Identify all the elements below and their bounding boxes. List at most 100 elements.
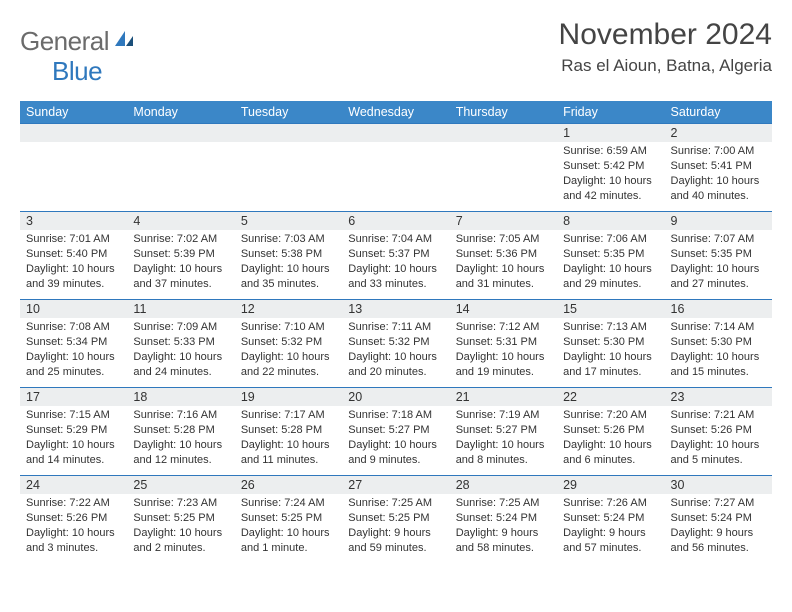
day-number: 30 <box>665 476 772 494</box>
day-number: 6 <box>342 212 449 230</box>
sunset-text: Sunset: 5:30 PM <box>563 335 658 350</box>
sunrise-text: Sunrise: 7:12 AM <box>456 320 551 335</box>
sunset-text: Sunset: 5:24 PM <box>671 511 766 526</box>
sunrise-text: Sunrise: 7:14 AM <box>671 320 766 335</box>
day-data: Sunrise: 7:27 AMSunset: 5:24 PMDaylight:… <box>665 494 772 559</box>
sunset-text: Sunset: 5:35 PM <box>563 247 658 262</box>
sunrise-text: Sunrise: 7:06 AM <box>563 232 658 247</box>
day-data: Sunrise: 7:24 AMSunset: 5:25 PMDaylight:… <box>235 494 342 559</box>
day-number: 28 <box>450 476 557 494</box>
sunrise-text: Sunrise: 7:20 AM <box>563 408 658 423</box>
sunrise-text: Sunrise: 7:11 AM <box>348 320 443 335</box>
sunset-text: Sunset: 5:31 PM <box>456 335 551 350</box>
logo-sail-icon <box>113 28 135 55</box>
day-data: Sunrise: 7:06 AMSunset: 5:35 PMDaylight:… <box>557 230 664 295</box>
day-number: 27 <box>342 476 449 494</box>
day-data: Sunrise: 7:00 AMSunset: 5:41 PMDaylight:… <box>665 142 772 207</box>
day-data: Sunrise: 7:15 AMSunset: 5:29 PMDaylight:… <box>20 406 127 471</box>
daylight-text: Daylight: 10 hours and 5 minutes. <box>671 438 766 468</box>
dayhead-thu: Thursday <box>450 101 557 124</box>
day-cell: 10Sunrise: 7:08 AMSunset: 5:34 PMDayligh… <box>20 300 127 388</box>
daylight-text: Daylight: 10 hours and 14 minutes. <box>26 438 121 468</box>
day-cell: 26Sunrise: 7:24 AMSunset: 5:25 PMDayligh… <box>235 476 342 564</box>
week-row: 1Sunrise: 6:59 AMSunset: 5:42 PMDaylight… <box>20 124 772 212</box>
day-cell: 27Sunrise: 7:25 AMSunset: 5:25 PMDayligh… <box>342 476 449 564</box>
day-cell: 15Sunrise: 7:13 AMSunset: 5:30 PMDayligh… <box>557 300 664 388</box>
dayhead-wed: Wednesday <box>342 101 449 124</box>
day-number: 5 <box>235 212 342 230</box>
day-cell: 12Sunrise: 7:10 AMSunset: 5:32 PMDayligh… <box>235 300 342 388</box>
sunrise-text: Sunrise: 7:05 AM <box>456 232 551 247</box>
sunset-text: Sunset: 5:32 PM <box>348 335 443 350</box>
daylight-text: Daylight: 10 hours and 3 minutes. <box>26 526 121 556</box>
dayhead-tue: Tuesday <box>235 101 342 124</box>
sunrise-text: Sunrise: 7:21 AM <box>671 408 766 423</box>
day-data: Sunrise: 7:20 AMSunset: 5:26 PMDaylight:… <box>557 406 664 471</box>
day-number: 16 <box>665 300 772 318</box>
sunset-text: Sunset: 5:37 PM <box>348 247 443 262</box>
day-cell: 19Sunrise: 7:17 AMSunset: 5:28 PMDayligh… <box>235 388 342 476</box>
day-number <box>20 124 127 142</box>
day-cell: 29Sunrise: 7:26 AMSunset: 5:24 PMDayligh… <box>557 476 664 564</box>
day-data: Sunrise: 7:26 AMSunset: 5:24 PMDaylight:… <box>557 494 664 559</box>
daylight-text: Daylight: 10 hours and 35 minutes. <box>241 262 336 292</box>
daylight-text: Daylight: 10 hours and 40 minutes. <box>671 174 766 204</box>
day-number: 22 <box>557 388 664 406</box>
sunset-text: Sunset: 5:35 PM <box>671 247 766 262</box>
day-number: 24 <box>20 476 127 494</box>
daylight-text: Daylight: 10 hours and 9 minutes. <box>348 438 443 468</box>
day-cell: 9Sunrise: 7:07 AMSunset: 5:35 PMDaylight… <box>665 212 772 300</box>
sunset-text: Sunset: 5:32 PM <box>241 335 336 350</box>
day-data: Sunrise: 7:04 AMSunset: 5:37 PMDaylight:… <box>342 230 449 295</box>
day-number: 26 <box>235 476 342 494</box>
sunset-text: Sunset: 5:36 PM <box>456 247 551 262</box>
day-cell <box>127 124 234 212</box>
day-header-row: Sunday Monday Tuesday Wednesday Thursday… <box>20 101 772 124</box>
sunrise-text: Sunrise: 7:01 AM <box>26 232 121 247</box>
day-data: Sunrise: 6:59 AMSunset: 5:42 PMDaylight:… <box>557 142 664 207</box>
sunrise-text: Sunrise: 7:27 AM <box>671 496 766 511</box>
daylight-text: Daylight: 9 hours and 57 minutes. <box>563 526 658 556</box>
dayhead-sun: Sunday <box>20 101 127 124</box>
daylight-text: Daylight: 10 hours and 6 minutes. <box>563 438 658 468</box>
day-cell: 14Sunrise: 7:12 AMSunset: 5:31 PMDayligh… <box>450 300 557 388</box>
sunrise-text: Sunrise: 7:18 AM <box>348 408 443 423</box>
day-number: 3 <box>20 212 127 230</box>
daylight-text: Daylight: 10 hours and 25 minutes. <box>26 350 121 380</box>
day-data: Sunrise: 7:23 AMSunset: 5:25 PMDaylight:… <box>127 494 234 559</box>
day-number: 18 <box>127 388 234 406</box>
day-cell: 7 Sunrise: 7:05 AMSunset: 5:36 PMDaylight… <box>450 212 557 300</box>
sunrise-text: Sunrise: 7:02 AM <box>133 232 228 247</box>
sunset-text: Sunset: 5:26 PM <box>671 423 766 438</box>
day-data: Sunrise: 7:13 AMSunset: 5:30 PMDaylight:… <box>557 318 664 383</box>
sunset-text: Sunset: 5:30 PM <box>671 335 766 350</box>
day-number: 7 <box>450 212 557 230</box>
day-number: 19 <box>235 388 342 406</box>
day-number <box>450 124 557 142</box>
daylight-text: Daylight: 10 hours and 37 minutes. <box>133 262 228 292</box>
day-number: 14 <box>450 300 557 318</box>
day-cell <box>450 124 557 212</box>
daylight-text: Daylight: 10 hours and 31 minutes. <box>456 262 551 292</box>
daylight-text: Daylight: 10 hours and 11 minutes. <box>241 438 336 468</box>
sunrise-text: Sunrise: 7:16 AM <box>133 408 228 423</box>
day-cell: 5Sunrise: 7:03 AMSunset: 5:38 PMDaylight… <box>235 212 342 300</box>
day-number: 10 <box>20 300 127 318</box>
sunset-text: Sunset: 5:25 PM <box>133 511 228 526</box>
day-data: Sunrise: 7:10 AMSunset: 5:32 PMDaylight:… <box>235 318 342 383</box>
day-number: 17 <box>20 388 127 406</box>
sunrise-text: Sunrise: 7:04 AM <box>348 232 443 247</box>
sunset-text: Sunset: 5:34 PM <box>26 335 121 350</box>
sunrise-text: Sunrise: 6:59 AM <box>563 144 658 159</box>
day-data: Sunrise: 7:08 AMSunset: 5:34 PMDaylight:… <box>20 318 127 383</box>
day-cell: 30Sunrise: 7:27 AMSunset: 5:24 PMDayligh… <box>665 476 772 564</box>
day-cell: 20Sunrise: 7:18 AMSunset: 5:27 PMDayligh… <box>342 388 449 476</box>
day-cell: 17Sunrise: 7:15 AMSunset: 5:29 PMDayligh… <box>20 388 127 476</box>
day-number: 23 <box>665 388 772 406</box>
sunrise-text: Sunrise: 7:00 AM <box>671 144 766 159</box>
sunset-text: Sunset: 5:28 PM <box>133 423 228 438</box>
month-title: November 2024 <box>559 18 772 52</box>
daylight-text: Daylight: 10 hours and 24 minutes. <box>133 350 228 380</box>
day-cell <box>342 124 449 212</box>
day-cell: 11Sunrise: 7:09 AMSunset: 5:33 PMDayligh… <box>127 300 234 388</box>
